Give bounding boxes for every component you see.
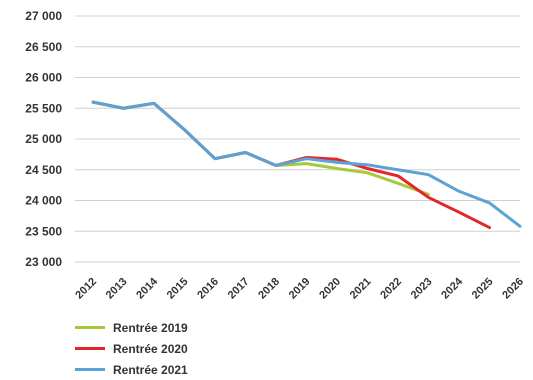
x-tick-label: 2022 — [378, 276, 404, 302]
y-axis-ticks: 23 000 23 500 24 000 24 500 25 000 25 500 26 0… — [25, 9, 62, 269]
x-axis-ticks: 2012 2013 2014 2015 2016 2017 2018 2019 2020 2021… — [73, 275, 526, 301]
x-tick-label: 2018 — [256, 276, 282, 302]
legend-item: Rentrée 2021 — [75, 359, 188, 380]
x-tick-label: 2013 — [104, 276, 130, 302]
legend-swatch — [75, 347, 105, 350]
y-tick-label: 27 000 — [25, 9, 62, 23]
x-tick-label: 2012 — [73, 276, 99, 302]
series-line-0 — [91, 100, 430, 196]
x-tick-label: 2015 — [165, 276, 191, 302]
legend-swatch — [75, 326, 105, 329]
y-tick-label: 25 500 — [25, 101, 62, 115]
legend-swatch — [75, 368, 105, 371]
legend-item: Rentrée 2019 — [75, 317, 188, 338]
legend-label: Rentrée 2019 — [113, 320, 188, 335]
y-tick-label: 26 000 — [25, 71, 62, 85]
x-tick-label: 2020 — [317, 276, 343, 302]
y-tick-label: 23 500 — [25, 224, 62, 238]
x-tick-label: 2024 — [439, 275, 465, 301]
x-tick-label: 2021 — [348, 276, 374, 302]
x-tick-label: 2023 — [409, 276, 435, 302]
y-tick-label: 24 500 — [25, 163, 62, 177]
x-tick-label: 2019 — [287, 276, 313, 302]
series-lines — [91, 100, 522, 230]
y-tick-label: 24 000 — [25, 194, 62, 208]
x-tick-label: 2016 — [195, 276, 221, 302]
gridlines — [75, 15, 520, 263]
legend: Rentrée 2019 Rentrée 2020 Rentrée 2021 — [75, 317, 188, 380]
legend-item: Rentrée 2020 — [75, 338, 188, 359]
y-tick-label: 25 000 — [25, 132, 62, 146]
y-tick-label: 23 000 — [25, 255, 62, 269]
y-tick-label: 26 500 — [25, 40, 62, 54]
legend-label: Rentrée 2020 — [113, 341, 188, 356]
x-tick-label: 2026 — [500, 276, 526, 302]
x-tick-label: 2025 — [470, 276, 496, 302]
legend-label: Rentrée 2021 — [113, 362, 188, 377]
x-tick-label: 2014 — [134, 275, 160, 301]
line-chart: 23 000 23 500 24 000 24 500 25 000 25 500 26 0… — [25, 9, 526, 301]
series-line-2 — [91, 100, 522, 228]
x-tick-label: 2017 — [226, 276, 252, 302]
